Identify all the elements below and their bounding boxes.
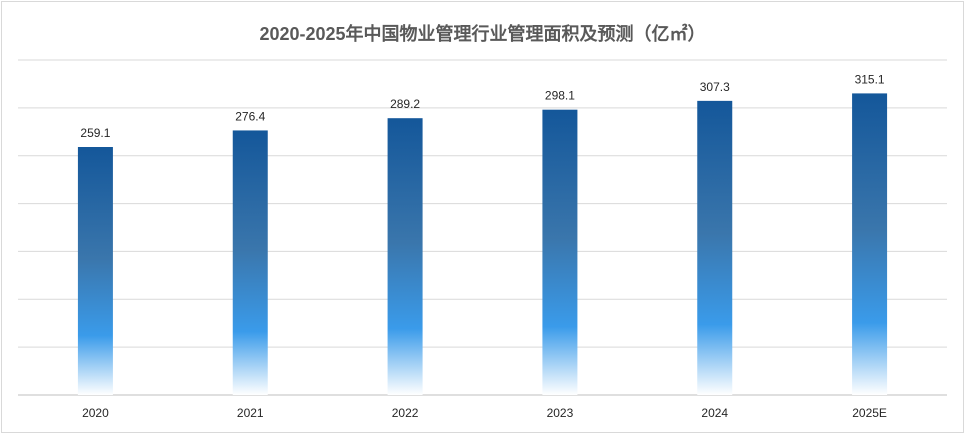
x-tick-label-2023: 2023 (547, 406, 574, 420)
value-label-2021: 276.4 (235, 109, 265, 123)
x-tick-label-2020: 2020 (82, 406, 109, 420)
bar-2020 (77, 147, 113, 395)
chart-title: 2020-2025年中国物业管理行业管理面积及预测（亿㎡） (259, 24, 706, 44)
bar-2021 (232, 130, 268, 395)
x-tick-label-2025E: 2025E (852, 406, 887, 420)
x-tick-label-2022: 2022 (392, 406, 419, 420)
value-label-2022: 289.2 (390, 97, 420, 111)
value-label-2023: 298.1 (545, 89, 575, 103)
bar-2023 (542, 109, 578, 395)
x-tick-label-2021: 2021 (237, 406, 264, 420)
x-tick-label-2024: 2024 (701, 406, 728, 420)
value-label-2025E: 315.1 (855, 72, 885, 86)
bar-2024 (697, 100, 733, 396)
bar-2022 (387, 118, 423, 396)
value-label-2024: 307.3 (700, 80, 730, 94)
value-label-2020: 259.1 (80, 126, 110, 140)
bar-2025E (852, 93, 888, 395)
